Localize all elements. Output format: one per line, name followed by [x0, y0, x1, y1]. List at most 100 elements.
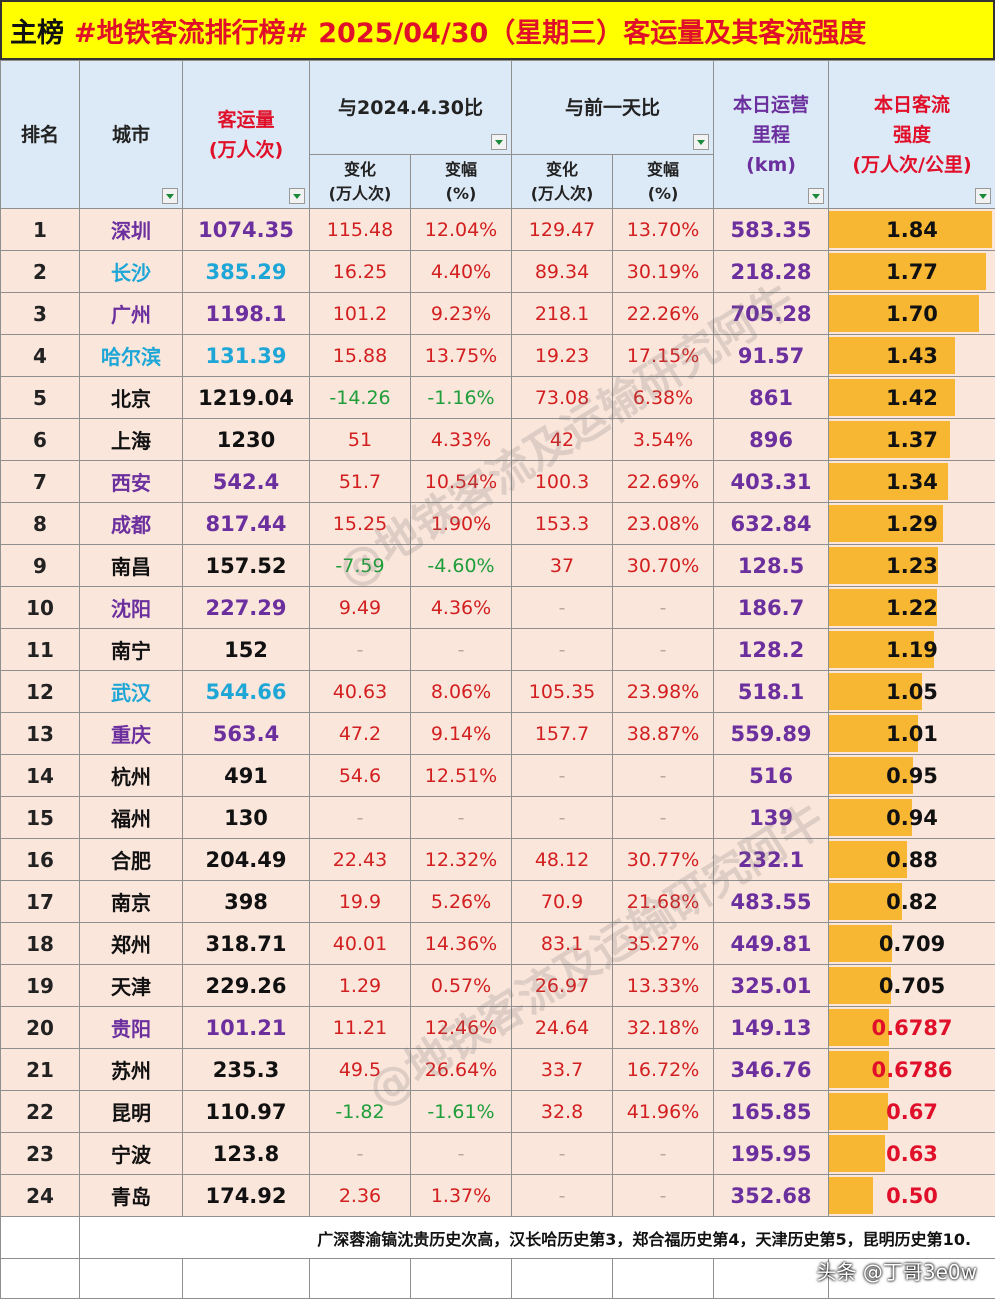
- cell-yoy-change: 101.2: [309, 292, 411, 335]
- cell-city: 南京: [79, 880, 183, 923]
- cell-rank: 21: [0, 1048, 80, 1091]
- intensity-value: 1.29: [886, 511, 938, 536]
- table-row: 9 南昌 157.52 -7.59 -4.60% 37 30.70% 128.5 1.23: [0, 544, 995, 587]
- cell-mileage: 518.1: [713, 670, 830, 713]
- cell-dod-pct: 41.96%: [612, 1090, 715, 1133]
- intensity-bar: [829, 967, 892, 1004]
- cell-dod-pct: -: [612, 628, 715, 671]
- cell-rank: 18: [0, 922, 80, 965]
- filter-dropdown-icon[interactable]: [162, 188, 178, 204]
- cell-city: 成都: [79, 502, 183, 545]
- cell-yoy-pct: 0.57%: [409, 964, 513, 1007]
- intensity-bar: [829, 253, 986, 290]
- cell-yoy-change: 11.21: [309, 1006, 411, 1049]
- cell-yoy-pct: 4.36%: [409, 586, 513, 629]
- cell-dod-change: 218.1: [511, 292, 614, 335]
- cell-mileage: 352.68: [713, 1174, 830, 1217]
- cell-dod-change: 70.9: [511, 880, 614, 923]
- cell-yoy-pct: 9.14%: [409, 712, 513, 755]
- header-group-year: 与2024.4.30比: [308, 60, 513, 155]
- intensity-value: 0.6786: [871, 1057, 953, 1082]
- cell-rank: 20: [0, 1006, 80, 1049]
- intensity-value: 0.94: [886, 805, 938, 830]
- cell-intensity: 0.82: [828, 880, 995, 923]
- cell-rank: 2: [0, 250, 80, 293]
- cell-dod-pct: 3.54%: [612, 418, 715, 461]
- cell-dod-change: 100.3: [511, 460, 614, 503]
- cell-rank: 4: [0, 334, 80, 377]
- cell-rank: 17: [0, 880, 80, 923]
- header-yoy-pct: 变幅 (%): [409, 154, 513, 209]
- cell-dod-pct: 30.70%: [612, 544, 715, 587]
- cell-passengers: 1230: [182, 418, 310, 461]
- cell-dod-pct: 16.72%: [612, 1048, 715, 1091]
- cell-rank: 13: [0, 712, 80, 755]
- cell-yoy-change: 49.5: [309, 1048, 411, 1091]
- cell-dod-change: 42: [511, 418, 614, 461]
- cell-dod-pct: 17.15%: [612, 334, 715, 377]
- intensity-value: 1.42: [886, 385, 938, 410]
- filter-dropdown-icon[interactable]: [491, 134, 508, 150]
- cell-dod-change: 129.47: [511, 208, 614, 251]
- cell-city: 贵阳: [79, 1006, 183, 1049]
- intensity-value: 0.95: [886, 763, 938, 788]
- filter-dropdown-icon[interactable]: [289, 188, 305, 204]
- cell-mileage: 165.85: [713, 1090, 830, 1133]
- cell-city: 深圳: [79, 208, 183, 251]
- cell-intensity: 1.37: [828, 418, 995, 461]
- cell-dod-change: -: [511, 1132, 614, 1175]
- cell-yoy-change: 22.43: [309, 838, 411, 881]
- cell-intensity: 1.19: [828, 628, 995, 671]
- table-row: 14 杭州 491 54.6 12.51% - -516 0.95: [0, 754, 995, 797]
- cell-passengers: 174.92: [182, 1174, 310, 1217]
- header-city: 城市: [79, 60, 183, 209]
- intensity-bar: [829, 925, 892, 962]
- cell-dod-change: 48.12: [511, 838, 614, 881]
- cell-passengers: 101.21: [182, 1006, 310, 1049]
- intensity-value: 0.50: [886, 1183, 938, 1208]
- intensity-bar: [829, 421, 951, 458]
- intensity-value: 0.709: [878, 931, 946, 956]
- cell-intensity: 1.42: [828, 376, 995, 419]
- cell-yoy-change: 51.7: [309, 460, 411, 503]
- cell-passengers: 544.66: [182, 670, 310, 713]
- cell-rank: 16: [0, 838, 80, 881]
- cell-intensity: 1.77: [828, 250, 995, 293]
- cell-passengers: 491: [182, 754, 310, 797]
- cell-yoy-pct: 1.37%: [409, 1174, 513, 1217]
- cell-city: 哈尔滨: [79, 334, 183, 377]
- ranking-table: 排名 城市 客运量 (万人次) 与2024.4.30比 与前一天比 本日运营: [0, 60, 995, 1299]
- intensity-value: 1.19: [886, 637, 938, 662]
- intensity-value: 0.67: [886, 1099, 938, 1124]
- cell-passengers: 204.49: [182, 838, 310, 881]
- filter-dropdown-icon[interactable]: [808, 188, 825, 204]
- cell-city: 南宁: [79, 628, 183, 671]
- cell-intensity: 0.709: [828, 922, 995, 965]
- cell-rank: 1: [0, 208, 80, 251]
- cell-mileage: 632.84: [713, 502, 830, 545]
- cell-passengers: 130: [182, 796, 310, 839]
- cell-rank: 9: [0, 544, 80, 587]
- intensity-value: 1.77: [886, 259, 938, 284]
- title-main: 主榜: [10, 17, 64, 49]
- title-hashtag: #地铁客流排行榜#: [74, 17, 309, 49]
- cell-dod-pct: 6.38%: [612, 376, 715, 419]
- filter-dropdown-icon[interactable]: [693, 134, 710, 150]
- table-row: 21 苏州 235.3 49.5 26.64% 33.7 16.72% 346.76 0.678…: [0, 1048, 995, 1091]
- table-row: 6 上海 1230 51 4.33% 42 3.54% 896 1.37: [0, 418, 995, 461]
- intensity-value: 0.705: [878, 973, 946, 998]
- cell-rank: 3: [0, 292, 80, 335]
- blank-row: [0, 1258, 995, 1299]
- cell-mileage: 516: [713, 754, 830, 797]
- cell-city: 天津: [79, 964, 183, 1007]
- filter-dropdown-icon[interactable]: [975, 188, 992, 204]
- cell-city: 上海: [79, 418, 183, 461]
- intensity-value: 0.6787: [871, 1015, 953, 1040]
- table-row: 7 西安 542.4 51.7 10.54% 100.3 22.69% 403.31 1.34: [0, 460, 995, 503]
- intensity-value: 0.82: [886, 889, 938, 914]
- cell-dod-pct: 23.08%: [612, 502, 715, 545]
- cell-dod-change: -: [511, 1174, 614, 1217]
- cell-city: 青岛: [79, 1174, 183, 1217]
- cell-city: 广州: [79, 292, 183, 335]
- cell-mileage: 483.55: [713, 880, 830, 923]
